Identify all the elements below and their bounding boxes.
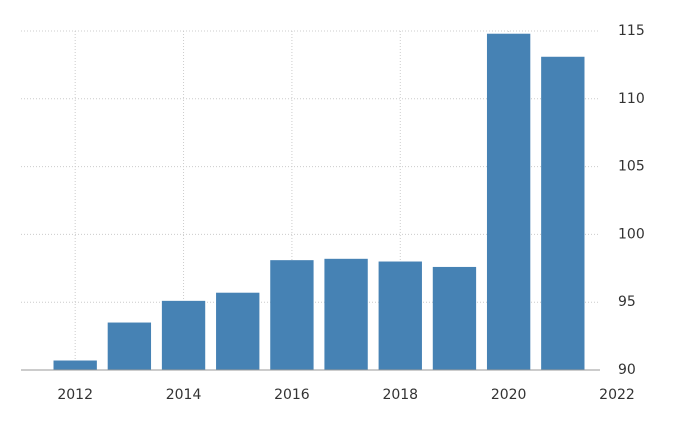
bar <box>432 266 477 370</box>
y-tick-label: 110 <box>618 91 645 107</box>
bar <box>161 300 206 370</box>
x-tick-label: 2018 <box>382 387 418 403</box>
bar <box>541 56 585 370</box>
bar <box>107 322 152 370</box>
bar <box>53 360 97 370</box>
y-tick-label: 100 <box>618 226 645 242</box>
x-tick-label: 2022 <box>599 387 635 403</box>
y-tick-label: 105 <box>618 159 645 175</box>
y-tick-label: 95 <box>618 294 636 310</box>
bar <box>378 261 422 370</box>
bar <box>324 258 368 370</box>
y-tick-label: 115 <box>618 23 645 39</box>
bar <box>486 33 531 370</box>
bar <box>270 260 314 370</box>
x-tick-label: 2012 <box>57 387 93 403</box>
bar <box>216 292 260 370</box>
x-tick-label: 2014 <box>166 387 202 403</box>
x-tick-label: 2016 <box>274 387 310 403</box>
x-tick-label: 2020 <box>491 387 527 403</box>
y-tick-label: 90 <box>618 362 636 378</box>
